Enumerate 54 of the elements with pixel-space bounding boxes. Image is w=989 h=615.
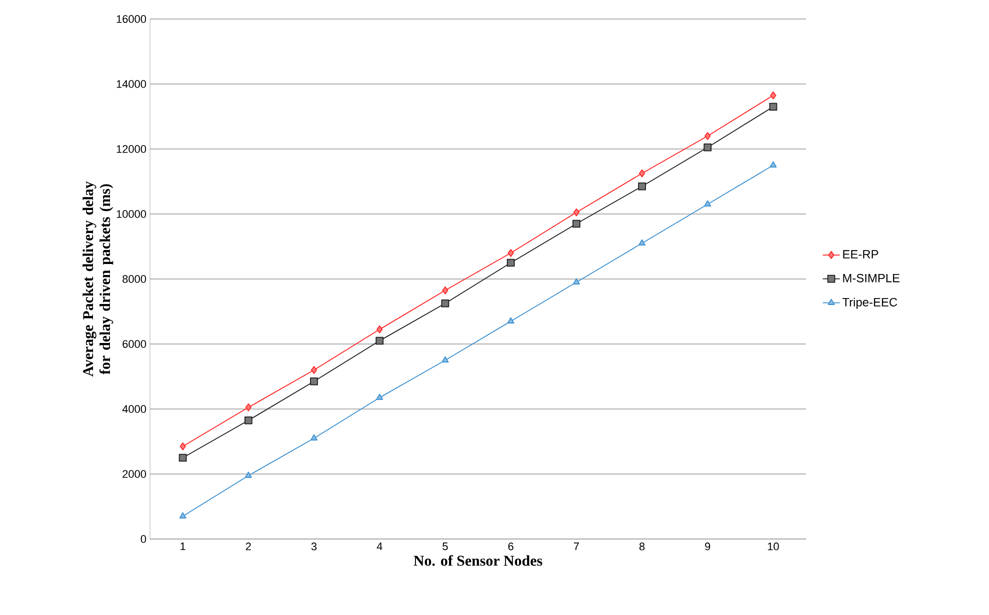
point — [573, 208, 580, 216]
point — [442, 286, 448, 294]
point — [704, 143, 712, 152]
point — [638, 169, 646, 178]
legend-label: M-SIMPLE — [843, 274, 900, 282]
point — [310, 377, 318, 386]
point — [179, 512, 186, 518]
point — [376, 336, 384, 345]
point — [441, 299, 450, 308]
y-tick-label: 4000 — [122, 405, 146, 413]
point — [508, 249, 514, 257]
point — [442, 356, 449, 362]
point — [506, 258, 515, 267]
x-tick-label: 5 — [442, 542, 448, 550]
x-tick-label: 9 — [705, 542, 710, 550]
point — [572, 220, 580, 228]
point — [507, 317, 514, 324]
point — [180, 442, 186, 450]
point — [310, 434, 318, 440]
point — [704, 200, 712, 206]
point — [244, 416, 252, 424]
y-tick-label: 10000 — [116, 210, 146, 218]
point — [638, 239, 646, 246]
point — [770, 91, 776, 100]
point — [244, 472, 252, 478]
y-tick-label: 12000 — [116, 145, 146, 153]
point — [704, 132, 711, 140]
point — [376, 394, 384, 400]
point — [769, 102, 778, 111]
x-tick-label: 10 — [768, 542, 779, 550]
y-tick-label: 14000 — [116, 80, 146, 88]
x-tick-label: 7 — [574, 542, 579, 550]
x-tick-label: 8 — [639, 542, 645, 550]
x-axis-title: No. of Sensor Nodes — [414, 555, 542, 566]
point — [310, 366, 318, 374]
y-axis-title: Average Packet delivery delay for delay driven packets (ms) — [82, 181, 114, 377]
y-tick-label: 16000 — [116, 15, 146, 23]
point — [572, 278, 580, 284]
legend-label: Tripe-EEC — [842, 298, 898, 309]
point — [376, 325, 383, 334]
x-tick-label: 4 — [376, 542, 382, 550]
x-tick-label: 6 — [508, 542, 514, 550]
legend-label: EE-RP — [843, 250, 878, 258]
point — [638, 182, 646, 190]
point — [178, 454, 187, 462]
point — [245, 403, 252, 412]
y-tick-label: 0 — [140, 535, 146, 543]
point — [770, 161, 777, 168]
x-tick-label: 1 — [180, 542, 186, 550]
y-tick-label: 2000 — [122, 470, 146, 478]
x-tick-label: 2 — [246, 542, 251, 550]
y-tick-label: 8000 — [122, 275, 146, 283]
y-tick-label: 6000 — [122, 340, 146, 348]
x-tick-label: 3 — [311, 542, 317, 550]
